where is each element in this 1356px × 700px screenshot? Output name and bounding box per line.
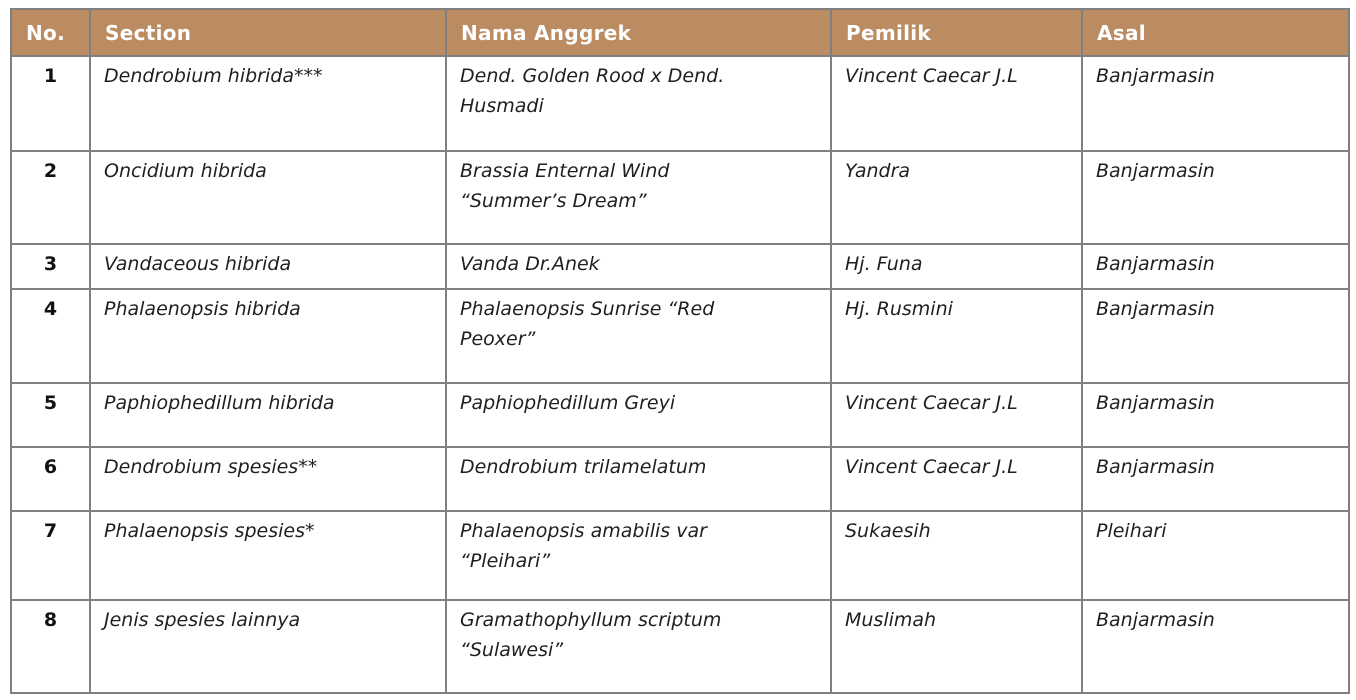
header-row: No. Section Nama Anggrek Pemilik Asal [10,8,1350,57]
col-header-section: Section [89,8,447,57]
cell-no: 2 [10,150,91,245]
cell-no: 1 [10,55,91,152]
cell-section: Vandaceous hibrida [89,243,447,290]
cell-no: 8 [10,599,91,694]
cell-no: 4 [10,288,91,384]
table-row: 7 Phalaenopsis spesies* Phalaenopsis ama… [10,510,1350,601]
cell-nama-anggrek: Paphiophedillum Greyi [445,382,832,448]
cell-section: Paphiophedillum hibrida [89,382,447,448]
cell-nama-anggrek: Phalaenopsis Sunrise “Red Peoxer” [445,288,832,384]
table-row: 8 Jenis spesies lainnya Gramathophyllum … [10,599,1350,694]
table-row: 3 Vandaceous hibrida Vanda Dr.Anek Hj. F… [10,243,1350,290]
table-row: 5 Paphiophedillum hibrida Paphiophedillu… [10,382,1350,448]
cell-asal: Banjarmasin [1081,446,1350,512]
cell-nama-anggrek: Phalaenopsis amabilis var “Pleihari” [445,510,832,601]
cell-no: 7 [10,510,91,601]
col-header-no: No. [10,8,91,57]
cell-asal: Banjarmasin [1081,243,1350,290]
cell-pemilik: Yandra [830,150,1083,245]
cell-pemilik: Vincent Caecar J.L [830,446,1083,512]
cell-asal: Banjarmasin [1081,288,1350,384]
cell-section: Jenis spesies lainnya [89,599,447,694]
cell-pemilik: Vincent Caecar J.L [830,382,1083,448]
cell-section: Oncidium hibrida [89,150,447,245]
cell-nama-anggrek: Brassia Enternal Wind “Summer’s Dream” [445,150,832,245]
table-body: 1 Dendrobium hibrida*** Dend. Golden Roo… [10,55,1350,694]
col-header-asal: Asal [1081,8,1350,57]
cell-no: 5 [10,382,91,448]
cell-pemilik: Muslimah [830,599,1083,694]
col-header-nama-anggrek: Nama Anggrek [445,8,832,57]
table-row: 4 Phalaenopsis hibrida Phalaenopsis Sunr… [10,288,1350,384]
cell-section: Dendrobium hibrida*** [89,55,447,152]
cell-asal: Banjarmasin [1081,599,1350,694]
table-row: 1 Dendrobium hibrida*** Dend. Golden Roo… [10,55,1350,152]
cell-asal: Pleihari [1081,510,1350,601]
cell-section: Phalaenopsis spesies* [89,510,447,601]
cell-no: 6 [10,446,91,512]
cell-pemilik: Sukaesih [830,510,1083,601]
cell-asal: Banjarmasin [1081,55,1350,152]
cell-pemilik: Hj. Funa [830,243,1083,290]
cell-section: Phalaenopsis hibrida [89,288,447,384]
cell-asal: Banjarmasin [1081,150,1350,245]
cell-asal: Banjarmasin [1081,382,1350,448]
table-row: 6 Dendrobium spesies** Dendrobium trilam… [10,446,1350,512]
table-row: 2 Oncidium hibrida Brassia Enternal Wind… [10,150,1350,245]
cell-no: 3 [10,243,91,290]
cell-pemilik: Vincent Caecar J.L [830,55,1083,152]
cell-nama-anggrek: Dend. Golden Rood x Dend. Husmadi [445,55,832,152]
col-header-pemilik: Pemilik [830,8,1083,57]
cell-nama-anggrek: Dendrobium trilamelatum [445,446,832,512]
cell-section: Dendrobium spesies** [89,446,447,512]
orchid-table: No. Section Nama Anggrek Pemilik Asal 1 … [10,8,1350,694]
cell-nama-anggrek: Gramathophyllum scriptum “Sulawesi” [445,599,832,694]
cell-nama-anggrek: Vanda Dr.Anek [445,243,832,290]
cell-pemilik: Hj. Rusmini [830,288,1083,384]
